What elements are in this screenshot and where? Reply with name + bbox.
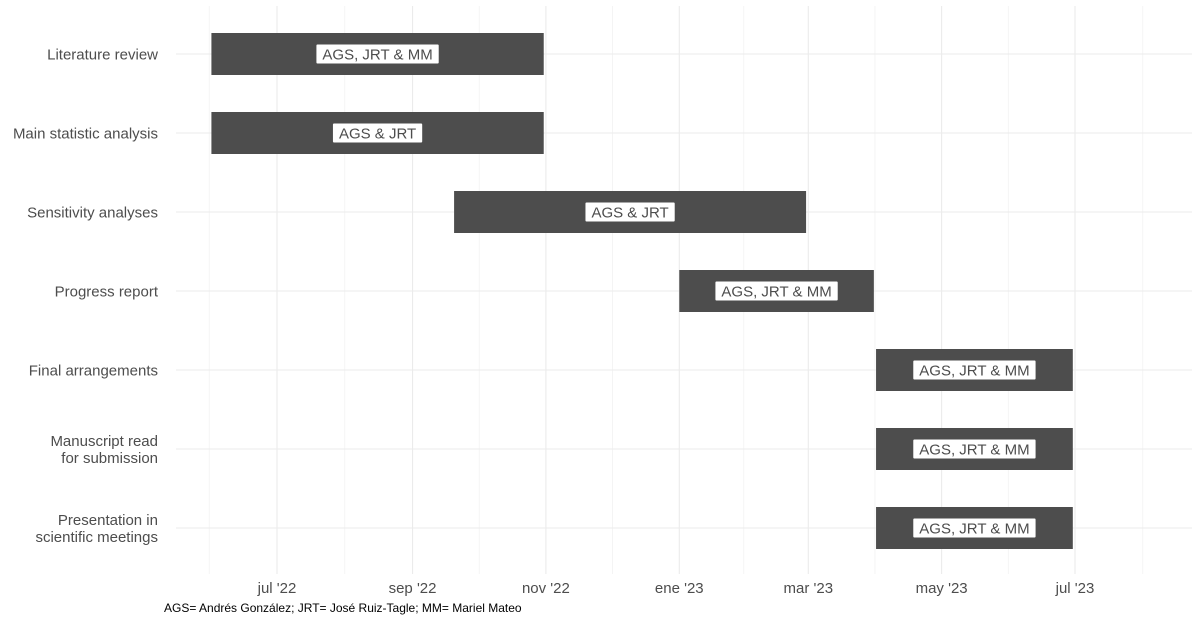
y-axis-label: Manuscript read for submission xyxy=(50,433,158,467)
x-axis-label: nov '22 xyxy=(522,580,570,597)
bar-label: AGS, JRT & MM xyxy=(316,44,439,64)
bar-label-text: AGS, JRT & MM xyxy=(322,47,432,64)
bar-label-box xyxy=(913,518,1036,538)
bar-label-text: AGS & JRT xyxy=(591,205,668,222)
x-axis-label: ene '23 xyxy=(655,580,704,597)
y-axis-label: Sensitivity analyses xyxy=(27,205,158,222)
task-bars xyxy=(211,33,1073,549)
bar-label-text: AGS & JRT xyxy=(339,126,416,143)
bar-label-box xyxy=(316,44,439,64)
bar-label-text: AGS, JRT & MM xyxy=(721,284,831,301)
bar-label: AGS & JRT xyxy=(585,202,675,222)
chart-caption: AGS= Andrés González; JRT= José Ruiz-Tag… xyxy=(164,601,522,615)
x-axis-label: may '23 xyxy=(916,580,968,597)
bar-label-text: AGS, JRT & MM xyxy=(919,521,1029,538)
bar-label: AGS & JRT xyxy=(332,123,423,143)
bar-label: AGS, JRT & MM xyxy=(913,439,1036,459)
bar-label-box xyxy=(585,202,675,222)
bar-label-box xyxy=(913,360,1036,380)
y-axis-labels: Literature review Main statistic analysis… xyxy=(13,47,159,547)
x-axis-labels: jul '22 sep '22 nov '22 ene '23 mar '23 may '… xyxy=(257,580,1095,597)
bar-label: AGS, JRT & MM xyxy=(913,360,1036,380)
bar-labels: AGS, JRT & MM AGS & JRT AGS & JRT AGS, JRT … xyxy=(316,44,1036,538)
bar-label-box xyxy=(913,439,1036,459)
x-axis-label: sep '22 xyxy=(389,580,437,597)
bar-label-text: AGS, JRT & MM xyxy=(919,442,1029,459)
bar-label: AGS, JRT & MM xyxy=(913,518,1036,538)
x-axis-label: mar '23 xyxy=(783,580,833,597)
y-axis-label: Progress report xyxy=(55,284,159,301)
x-axis-label: jul '22 xyxy=(257,580,297,597)
bar-label: AGS, JRT & MM xyxy=(715,281,838,301)
y-axis-label: Literature review xyxy=(47,47,158,64)
bar-label-box xyxy=(332,123,423,143)
bar-label-text: AGS, JRT & MM xyxy=(919,363,1029,380)
y-axis-label: Main statistic analysis xyxy=(13,126,158,143)
y-axis-label: Final arrangements xyxy=(29,363,158,380)
x-axis-label: jul '23 xyxy=(1055,580,1095,597)
y-axis-label: Presentation in scientific meetings xyxy=(35,512,158,546)
bar-label-box xyxy=(715,281,838,301)
